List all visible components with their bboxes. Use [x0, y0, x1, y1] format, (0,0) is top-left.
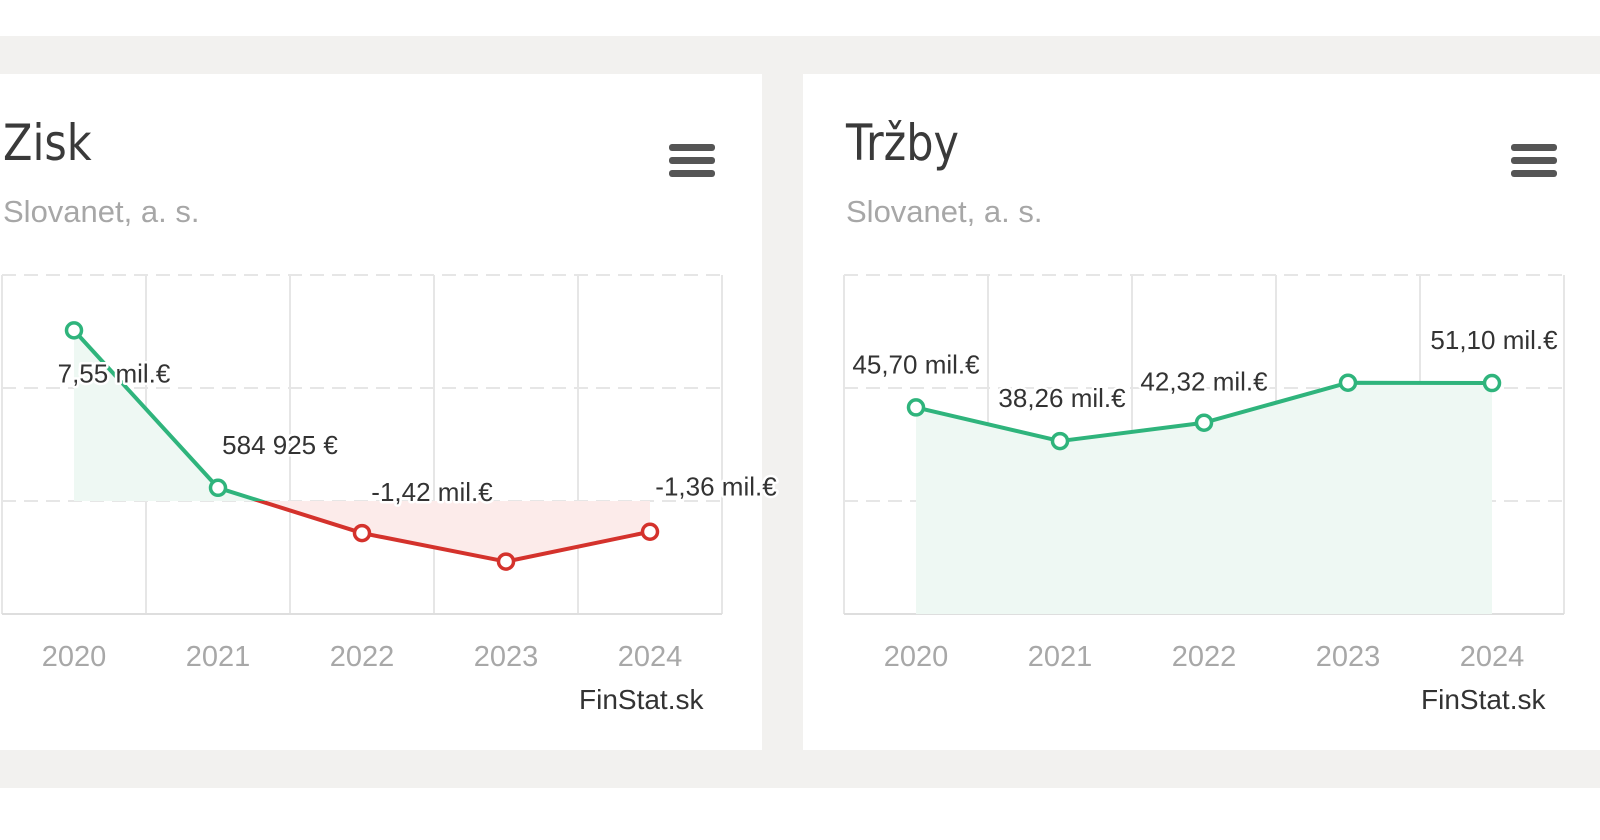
profit-chart-credit-link[interactable]: FinStat.sk	[579, 684, 704, 715]
profit-chart-title: Zisk	[3, 114, 92, 172]
revenue-chart-menu-button[interactable]	[1511, 143, 1557, 179]
profit-chart-card	[0, 74, 762, 750]
revenue-chart-title: Tržby	[846, 114, 959, 172]
profit-chart-subtitle: Slovanet, a. s.	[3, 194, 200, 229]
profit-chart-menu-button[interactable]	[669, 143, 715, 179]
revenue-chart-subtitle: Slovanet, a. s.	[846, 194, 1043, 229]
revenue-chart-card	[803, 74, 1600, 750]
revenue-chart-credit-link[interactable]: FinStat.sk	[1421, 684, 1546, 715]
